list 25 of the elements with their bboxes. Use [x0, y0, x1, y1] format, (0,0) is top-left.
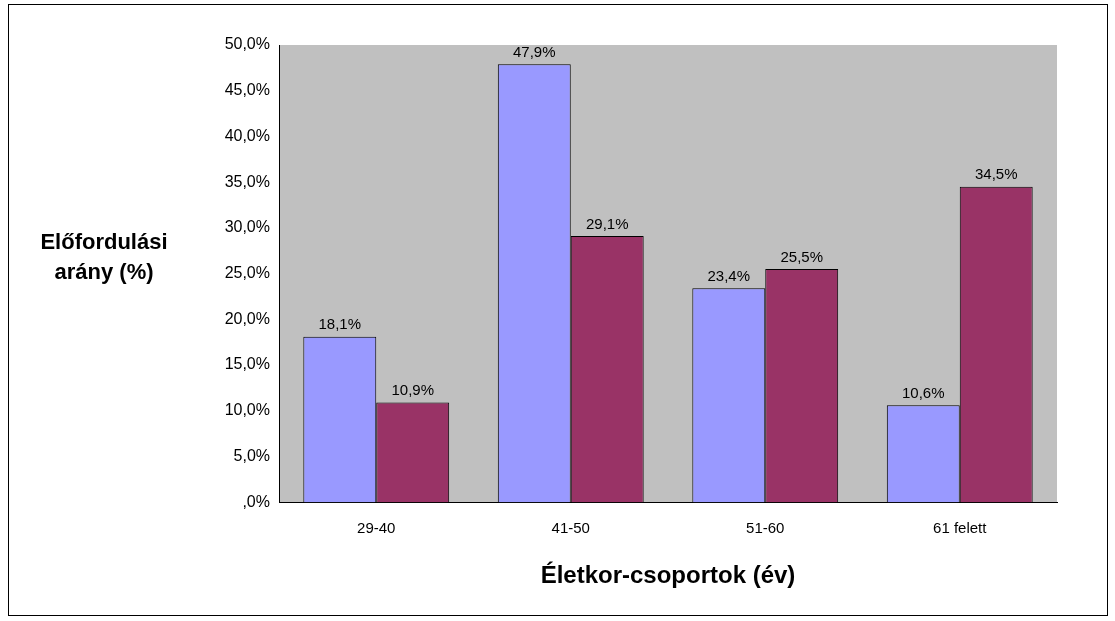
x-axis-title: Életkor-csoportok (év): [540, 561, 796, 589]
y-tick-label: 5,0%: [233, 446, 270, 464]
data-label: 18,1%: [318, 315, 362, 333]
data-label: 29,1%: [585, 214, 629, 232]
x-tick-label: 61 felett: [933, 519, 988, 537]
data-label: 25,5%: [780, 247, 823, 265]
x-tick-label: 41-50: [551, 519, 590, 537]
y-tick-label: 30,0%: [224, 218, 270, 236]
y-tick-label: 50,0%: [224, 35, 270, 53]
y-tick-label: 15,0%: [224, 355, 270, 373]
y-tick-label: 20,0%: [224, 309, 270, 327]
data-label: 10,9%: [391, 381, 434, 399]
x-tick-label: 51-60: [746, 519, 785, 537]
data-label: 47,9%: [513, 42, 556, 60]
x-tick-label: 29-40: [357, 519, 396, 537]
y-tick-label: 35,0%: [224, 172, 270, 190]
data-label: 23,4%: [707, 266, 751, 284]
y-tick-label: ,0%: [242, 492, 270, 510]
y-tick-label: 45,0%: [224, 81, 270, 99]
y-tick-label: 40,0%: [224, 126, 270, 144]
data-label: 10,6%: [902, 383, 945, 401]
y-axis-title: Előfordulási arány (%): [40, 228, 168, 284]
y-tick-label: 25,0%: [224, 264, 270, 282]
data-label: 34,5%: [974, 165, 1018, 183]
y-tick-label: 10,0%: [224, 401, 270, 419]
